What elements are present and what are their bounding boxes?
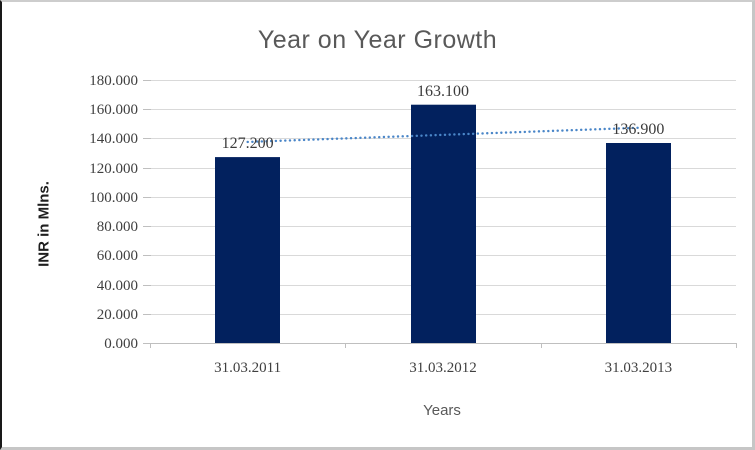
y-tick-label: 160.000 (89, 101, 138, 118)
y-tick-label: 40.000 (96, 277, 138, 294)
data-label: 127.200 (221, 135, 274, 153)
x-category-label: 31.03.2011 (214, 360, 282, 376)
trendline (246, 126, 640, 144)
data-label: 163.100 (417, 82, 469, 100)
x-category-label: 31.03.2012 (409, 360, 477, 376)
y-tick-label: 140.000 (89, 130, 138, 147)
y-tick-label: 80.000 (96, 218, 138, 235)
data-label: 136.900 (612, 120, 665, 138)
y-tick-label: 100.000 (89, 189, 138, 206)
bar-31.03.2011 (215, 157, 280, 343)
y-tick-label: 0.000 (104, 335, 138, 352)
y-tick-label: 120.000 (89, 160, 138, 177)
x-axis-title: Years (423, 402, 461, 419)
y-tick-label: 20.000 (96, 306, 138, 323)
bar-31.03.2012 (411, 104, 476, 343)
x-category-label: 31.03.2013 (604, 360, 673, 376)
bar-31.03.2013 (606, 143, 671, 343)
y-tick-label: 60.000 (96, 247, 138, 264)
chart-title: Year on Year Growth (257, 26, 498, 54)
y-tick-label: 180.000 (89, 72, 138, 89)
